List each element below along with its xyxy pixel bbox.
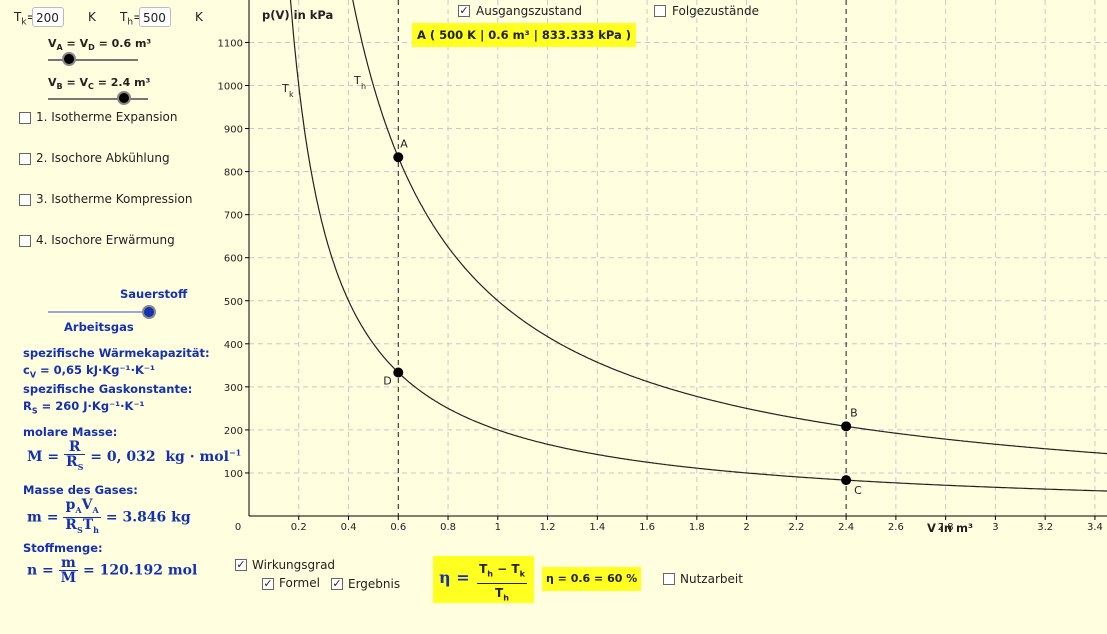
y-tick-label: 300 xyxy=(224,383,243,394)
formel-label: Formel xyxy=(279,576,320,590)
rs-heading: spezifische Gaskonstante: xyxy=(23,382,193,396)
step2-checkbox[interactable] xyxy=(19,153,31,165)
x-tick-label: 1.4 xyxy=(589,522,605,533)
x-tick-label: 3.4 xyxy=(1087,522,1103,533)
molar-heading: molare Masse: xyxy=(23,425,118,439)
nutzarbeit-label: Nutzarbeit xyxy=(680,572,743,586)
curve-label-tk: T xyxy=(281,82,289,95)
x-tick-label: 0.2 xyxy=(291,522,307,533)
x-tick-label: 0.4 xyxy=(341,522,357,533)
x-tick-label: 3.2 xyxy=(1037,522,1053,533)
point-label-c: C xyxy=(854,484,862,497)
folge-checkbox[interactable] xyxy=(654,5,666,17)
y-tick-label: 200 xyxy=(224,426,243,437)
x-tick-label: 0.8 xyxy=(440,522,456,533)
step1-label: 1. Isotherme Expansion xyxy=(36,110,178,124)
va-slider-track[interactable] xyxy=(48,59,138,61)
cv-value: cV = 0,65 kJ·Kg⁻¹·K⁻¹ xyxy=(23,363,155,380)
x-tick-label: 1.2 xyxy=(540,522,556,533)
y-tick-label: 700 xyxy=(224,211,243,222)
x-tick-label: 2.6 xyxy=(888,522,904,533)
x-axis-label: V in m³ xyxy=(927,521,973,535)
step2-label: 2. Isochore Abkühlung xyxy=(36,151,170,165)
y-tick-label: 100 xyxy=(224,469,243,480)
efficiency-formula: η = Th − Tk Th xyxy=(433,556,534,603)
rs-value: RS = 260 J·Kg⁻¹·K⁻¹ xyxy=(23,399,145,416)
mass-heading: Masse des Gases: xyxy=(23,483,138,497)
gas-slider-knob[interactable] xyxy=(142,305,156,319)
gas-slider-top-label: Sauerstoff xyxy=(120,287,188,301)
point-label-a: A xyxy=(400,137,408,150)
ergebnis-checkbox[interactable]: ✓ xyxy=(331,577,343,590)
origin-label: 0 xyxy=(235,522,241,533)
y-tick-label: 500 xyxy=(224,297,243,308)
gas-slider-bottom-label: Arbeitsgas xyxy=(64,320,134,334)
formel-checkbox[interactable]: ✓ xyxy=(262,577,274,590)
step3-label: 3. Isotherme Kompression xyxy=(36,192,193,206)
point-b xyxy=(841,421,852,432)
folge-label: Folgezustände xyxy=(672,4,759,18)
x-tick-label: 2.2 xyxy=(788,522,804,533)
point-label-b: B xyxy=(850,406,858,419)
point-c xyxy=(841,475,852,486)
y-tick-label: 400 xyxy=(224,340,243,351)
point-a xyxy=(393,152,404,163)
wirkungsgrad-label: Wirkungsgrad xyxy=(252,558,336,572)
th-unit: K xyxy=(195,10,203,24)
point-a-info: A ( 500 K | 0.6 m³ | 833.333 kPa ) xyxy=(412,23,637,47)
amount-heading: Stoffmenge: xyxy=(23,541,103,555)
ergebnis-label: Ergebnis xyxy=(348,577,401,591)
x-tick-label: 2 xyxy=(743,522,749,533)
step4-label: 4. Isochore Erwärmung xyxy=(36,233,175,247)
y-tick-label: 1000 xyxy=(218,82,243,93)
curve-label-th: T xyxy=(353,74,361,87)
x-tick-label: 1.8 xyxy=(689,522,705,533)
nutzarbeit-checkbox[interactable] xyxy=(663,573,675,585)
y-tick-label: 1100 xyxy=(218,38,243,49)
vb-slider-knob[interactable] xyxy=(117,91,131,105)
vb-slider-track[interactable] xyxy=(48,98,148,100)
curve-label-tk-sub: k xyxy=(289,90,294,99)
cv-heading: spezifische Wärmekapazität: xyxy=(23,346,210,360)
wirkungsgrad-checkbox[interactable]: ✓ xyxy=(235,558,247,571)
gas-slider-track[interactable] xyxy=(48,311,153,313)
y-tick-label: 600 xyxy=(224,254,243,265)
isotherm-curve-tk xyxy=(289,0,1107,492)
y-tick-label: 900 xyxy=(224,125,243,136)
x-tick-label: 2.8 xyxy=(938,522,954,533)
point-label-d: D xyxy=(383,375,391,388)
isotherm-curve-th xyxy=(352,0,1107,455)
x-tick-label: 2.4 xyxy=(838,522,854,533)
efficiency-result: η = 0.6 = 60 % xyxy=(542,567,642,591)
tk-unit: K xyxy=(88,10,96,24)
mass-formula: m = pAVA RSTh = 3.846 kg xyxy=(27,497,191,535)
va-slider-knob[interactable] xyxy=(62,52,76,66)
y-tick-label: 800 xyxy=(224,168,243,179)
x-tick-label: 1.6 xyxy=(639,522,655,533)
tk-input[interactable]: 200 xyxy=(32,7,64,27)
th-input[interactable]: 500 xyxy=(139,7,171,27)
ausgang-checkbox[interactable]: ✓ xyxy=(458,4,470,17)
step3-checkbox[interactable] xyxy=(19,194,31,206)
tk-label: Tk= xyxy=(14,10,37,28)
step1-checkbox[interactable] xyxy=(19,112,31,124)
vb-label: VB = VC = 2.4 m³ xyxy=(48,76,151,92)
x-tick-label: 0.6 xyxy=(390,522,406,533)
molar-formula: M = R RS = 0, 032 kg · mol−1 xyxy=(27,439,242,472)
x-tick-label: 1 xyxy=(495,522,501,533)
step4-checkbox[interactable] xyxy=(19,235,31,247)
y-axis-label: p(V) in kPa xyxy=(262,8,333,22)
va-label: VA = VD = 0.6 m³ xyxy=(48,37,152,53)
ausgang-label: Ausgangszustand xyxy=(476,4,582,18)
point-d xyxy=(393,367,404,378)
curve-label-th-sub: h xyxy=(361,82,366,91)
x-tick-label: 3 xyxy=(992,522,998,533)
th-label: Th= xyxy=(120,10,143,28)
